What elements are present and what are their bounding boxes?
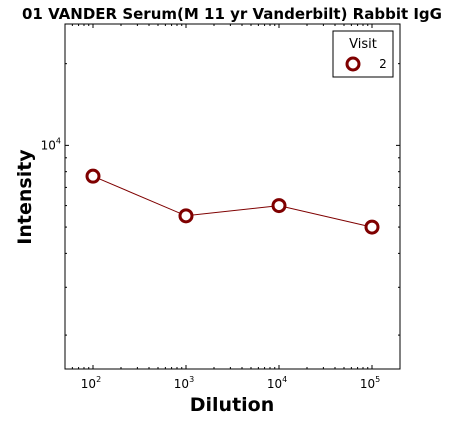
series-line: [92, 175, 373, 228]
chart-title: 01 VANDER Serum(M 11 yr Vanderbilt) Rabb…: [22, 5, 442, 23]
x-tick-label: 104: [267, 375, 287, 391]
x-tick-label: 102: [81, 375, 101, 391]
minor-ticks: [64, 24, 401, 369]
data-point: [364, 219, 380, 235]
legend: Visit 2: [332, 30, 394, 78]
series-layer: [85, 168, 380, 235]
data-point: [178, 208, 194, 224]
x-tick-label: 105: [360, 375, 380, 391]
legend-box: [332, 30, 394, 78]
legend-label: 2: [379, 57, 387, 71]
legend-title: Visit: [349, 37, 377, 52]
legend-marker: [345, 56, 361, 72]
y-tick-label: 104: [41, 136, 61, 152]
plot-area: [64, 23, 401, 370]
data-point: [271, 198, 287, 214]
x-tick-label: 103: [174, 375, 194, 391]
major-ticks: [65, 24, 400, 369]
data-point: [85, 168, 101, 184]
x-axis-label: Dilution: [190, 394, 275, 416]
y-axis-label: Intensity: [14, 149, 36, 245]
y-tick-labels: 104: [41, 136, 61, 152]
x-tick-labels: 102 103 104 105: [81, 375, 380, 391]
